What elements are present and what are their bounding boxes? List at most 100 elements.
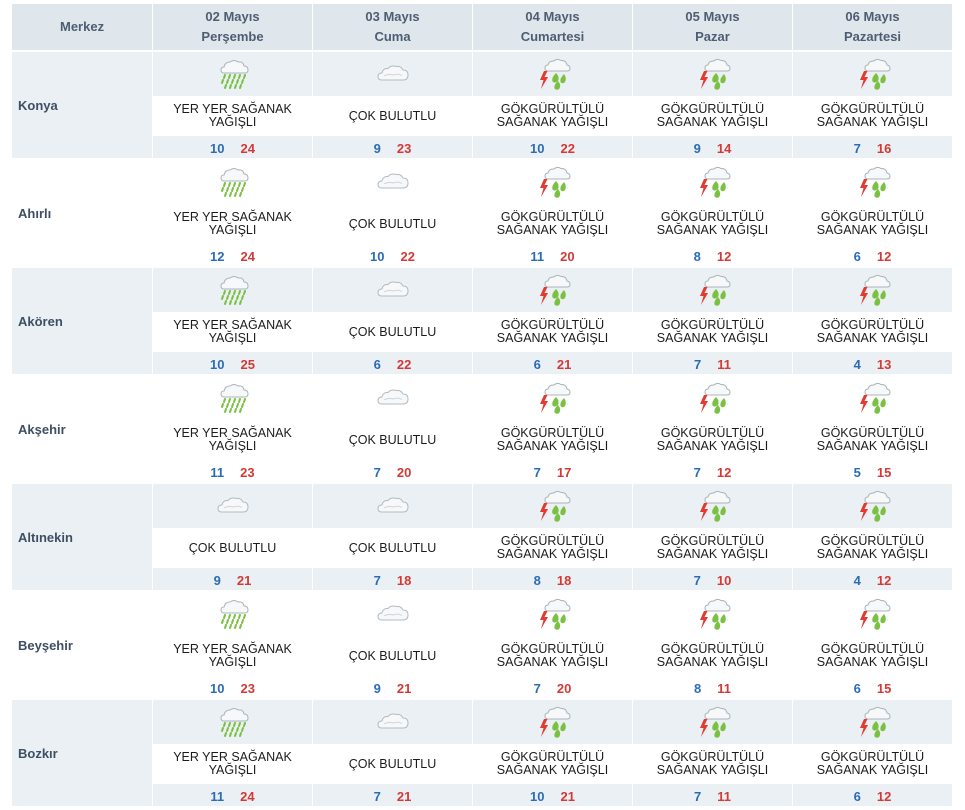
weather-description: GÖKGÜRÜLTÜLÜ SAĞANAK YAĞIŞLI — [633, 528, 792, 568]
forecast-cell: GÖKGÜRÜLTÜLÜ SAĞANAK YAĞIŞLI 7 20 — [473, 592, 632, 700]
forecast-cell: ÇOK BULUTLU 9 21 — [153, 484, 312, 592]
forecast-cell: GÖKGÜRÜLTÜLÜ SAĞANAK YAĞIŞLI 4 12 — [793, 484, 952, 592]
weather-description: GÖKGÜRÜLTÜLÜ SAĞANAK YAĞIŞLI — [633, 420, 792, 460]
thunder-shower-icon — [633, 484, 792, 528]
temperature-range: 6 15 — [793, 676, 952, 700]
forecast-cell: ÇOK BULUTLU 9 23 — [313, 52, 472, 160]
thunder-shower-icon — [473, 52, 632, 96]
forecast-cell: ÇOK BULUTLU 10 22 — [313, 160, 472, 268]
max-temp: 24 — [240, 248, 255, 264]
cloudy-icon — [313, 160, 472, 204]
temperature-range: 9 23 — [313, 136, 472, 160]
temperature-range: 9 21 — [313, 676, 472, 700]
max-temp: 21 — [236, 572, 252, 588]
min-temp: 10 — [370, 248, 385, 264]
weather-description: GÖKGÜRÜLTÜLÜ SAĞANAK YAĞIŞLI — [633, 312, 792, 352]
min-temp: 9 — [693, 140, 701, 156]
max-temp: 21 — [396, 788, 412, 804]
temperature-range: 8 11 — [633, 676, 792, 700]
weather-description: GÖKGÜRÜLTÜLÜ SAĞANAK YAĞIŞLI — [633, 96, 792, 136]
max-temp: 14 — [716, 140, 732, 156]
weather-description: GÖKGÜRÜLTÜLÜ SAĞANAK YAĞIŞLI — [793, 744, 952, 784]
forecast-cell: GÖKGÜRÜLTÜLÜ SAĞANAK YAĞIŞLI 6 12 — [793, 700, 952, 808]
cloudy-icon — [153, 484, 312, 528]
header-day-1: 03 Mayıs Cuma — [313, 4, 472, 52]
max-temp: 18 — [396, 572, 412, 588]
max-temp: 23 — [240, 464, 255, 480]
forecast-cell: GÖKGÜRÜLTÜLÜ SAĞANAK YAĞIŞLI 11 20 — [473, 160, 632, 268]
forecast-cell: YER YER SAĞANAK YAĞIŞLI 10 24 — [153, 52, 312, 160]
min-temp: 7 — [694, 788, 702, 804]
forecast-cell: GÖKGÜRÜLTÜLÜ SAĞANAK YAĞIŞLI 6 21 — [473, 268, 632, 376]
temperature-range: 12 24 — [153, 244, 312, 268]
min-temp: 10 — [210, 680, 225, 696]
thunder-shower-icon — [473, 160, 632, 204]
forecast-cell: GÖKGÜRÜLTÜLÜ SAĞANAK YAĞIŞLI 7 17 — [473, 376, 632, 484]
thunder-shower-icon — [633, 52, 792, 96]
temperature-range: 10 25 — [153, 352, 312, 376]
max-temp: 12 — [876, 248, 892, 264]
header-weekday: Perşembe — [201, 29, 264, 44]
temperature-range: 8 18 — [473, 568, 632, 592]
header-date: 06 Mayıs — [845, 9, 900, 24]
temperature-range: 7 10 — [633, 568, 792, 592]
weather-description: YER YER SAĞANAK YAĞIŞLI — [153, 96, 312, 136]
temperature-range: 10 21 — [473, 784, 632, 808]
min-temp: 11 — [210, 464, 225, 480]
min-temp: 12 — [210, 248, 225, 264]
min-temp: 7 — [693, 572, 701, 588]
min-temp: 4 — [853, 572, 861, 588]
temperature-range: 11 23 — [153, 460, 312, 484]
shower-rain-icon — [153, 52, 312, 96]
weather-description: ÇOK BULUTLU — [313, 96, 472, 136]
header-weekday: Pazar — [695, 29, 730, 44]
cloudy-icon — [313, 268, 472, 312]
temperature-range: 11 20 — [473, 244, 632, 268]
temperature-range: 7 20 — [313, 460, 472, 484]
max-temp: 12 — [716, 248, 732, 264]
weather-description: ÇOK BULUTLU — [313, 204, 472, 244]
temperature-range: 6 12 — [793, 244, 952, 268]
min-temp: 10 — [530, 788, 545, 804]
forecast-cell: YER YER SAĞANAK YAĞIŞLI 11 23 — [153, 376, 312, 484]
forecast-cell: ÇOK BULUTLU 9 21 — [313, 592, 472, 700]
forecast-cell: GÖKGÜRÜLTÜLÜ SAĞANAK YAĞIŞLI 6 12 — [793, 160, 952, 268]
min-temp: 7 — [373, 572, 381, 588]
temperature-range: 7 11 — [633, 352, 792, 376]
forecast-cell: YER YER SAĞANAK YAĞIŞLI 12 24 — [153, 160, 312, 268]
min-temp: 9 — [373, 140, 381, 156]
max-temp: 23 — [396, 140, 412, 156]
temperature-range: 7 18 — [313, 568, 472, 592]
thunder-shower-icon — [633, 700, 792, 744]
max-temp: 12 — [876, 788, 892, 804]
temperature-range: 7 11 — [633, 784, 792, 808]
thunder-shower-icon — [633, 268, 792, 312]
weather-description: GÖKGÜRÜLTÜLÜ SAĞANAK YAĞIŞLI — [793, 312, 952, 352]
max-temp: 12 — [716, 464, 732, 480]
forecast-cell: GÖKGÜRÜLTÜLÜ SAĞANAK YAĞIŞLI 8 12 — [633, 160, 792, 268]
min-temp: 9 — [213, 572, 221, 588]
thunder-shower-icon — [793, 700, 952, 744]
temperature-range: 10 22 — [473, 136, 632, 160]
max-temp: 22 — [560, 140, 575, 156]
forecast-cell: YER YER SAĞANAK YAĞIŞLI 10 25 — [153, 268, 312, 376]
min-temp: 10 — [210, 356, 225, 372]
thunder-shower-icon — [633, 376, 792, 420]
weather-description: GÖKGÜRÜLTÜLÜ SAĞANAK YAĞIŞLI — [473, 744, 632, 784]
max-temp: 18 — [556, 572, 572, 588]
forecast-cell: GÖKGÜRÜLTÜLÜ SAĞANAK YAĞIŞLI 7 11 — [633, 268, 792, 376]
forecast-cell: ÇOK BULUTLU 7 20 — [313, 376, 472, 484]
thunder-shower-icon — [793, 376, 952, 420]
weather-description: GÖKGÜRÜLTÜLÜ SAĞANAK YAĞIŞLI — [633, 204, 792, 244]
shower-rain-icon — [153, 592, 312, 636]
forecast-cell: ÇOK BULUTLU 7 21 — [313, 700, 472, 808]
weather-description: YER YER SAĞANAK YAĞIŞLI — [153, 744, 312, 784]
temperature-range: 9 21 — [153, 568, 312, 592]
forecast-cell: GÖKGÜRÜLTÜLÜ SAĞANAK YAĞIŞLI 8 11 — [633, 592, 792, 700]
min-temp: 9 — [373, 680, 381, 696]
temperature-range: 10 23 — [153, 676, 312, 700]
thunder-shower-icon — [473, 376, 632, 420]
cloudy-icon — [313, 52, 472, 96]
city-name: Altınekin — [12, 484, 152, 592]
weather-description: YER YER SAĞANAK YAĞIŞLI — [153, 420, 312, 460]
